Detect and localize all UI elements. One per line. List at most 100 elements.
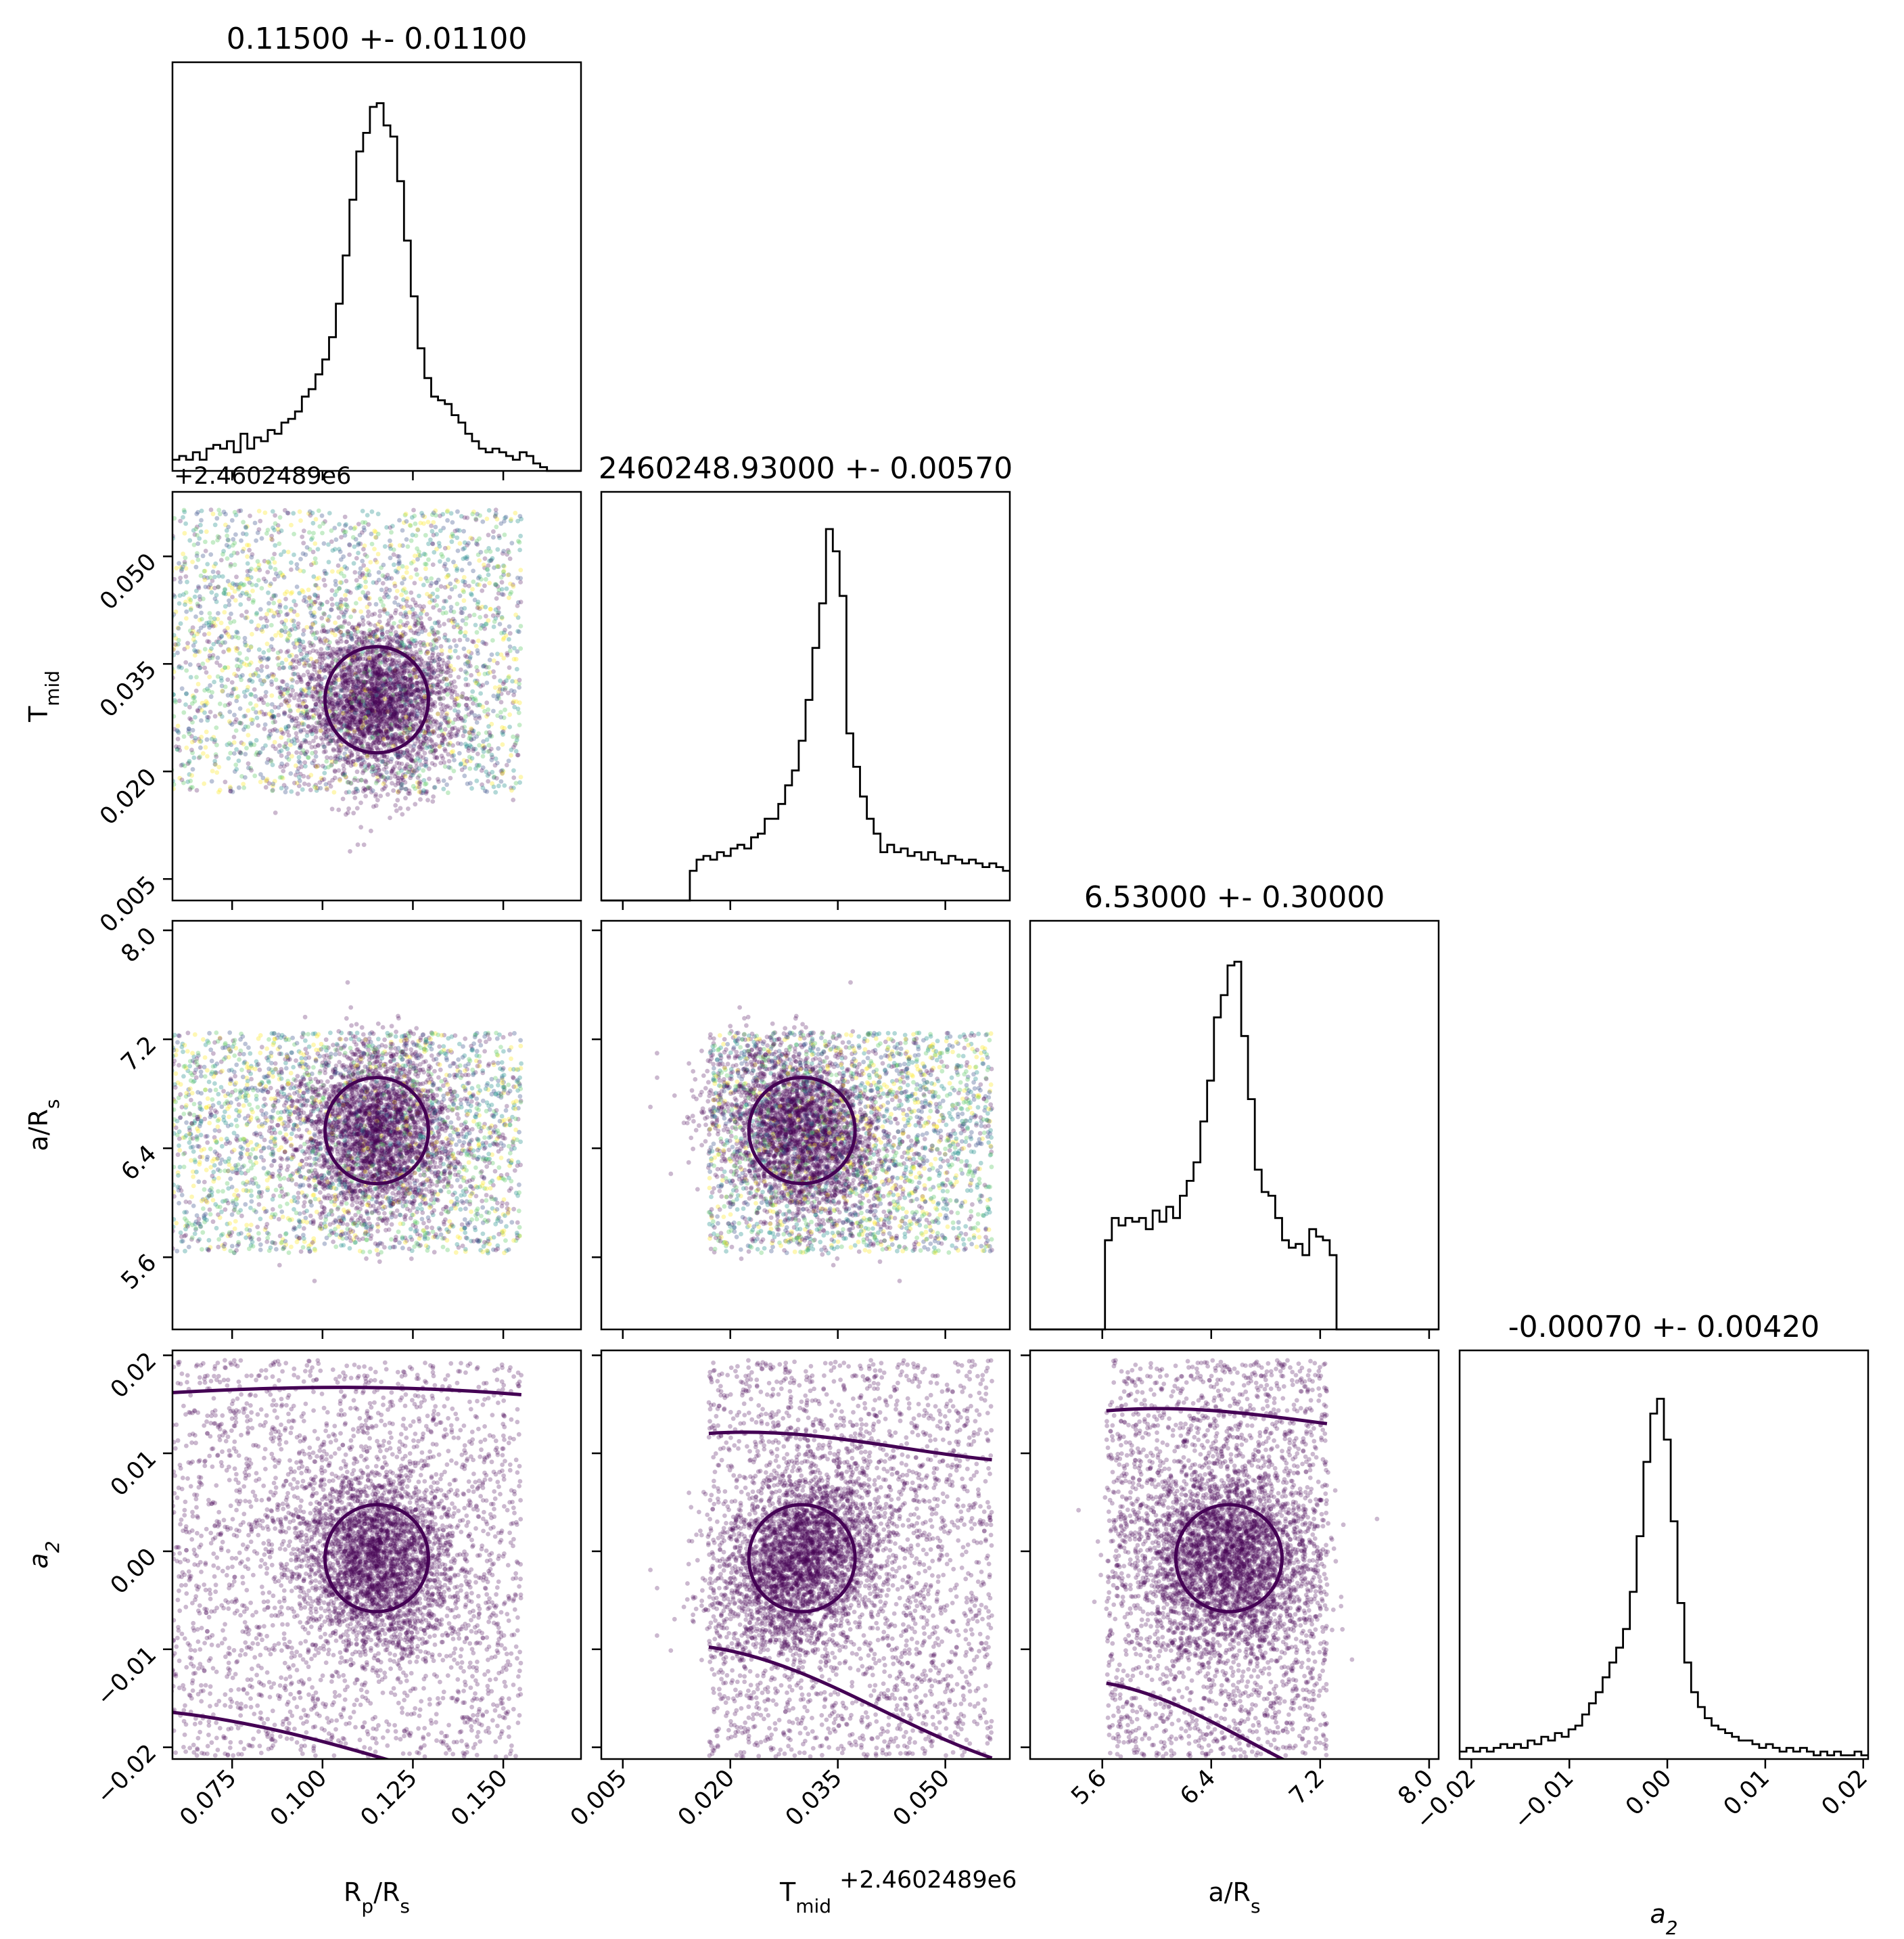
sample-point bbox=[368, 649, 373, 655]
sample-point bbox=[503, 707, 507, 712]
sample-point bbox=[173, 636, 179, 641]
sample-point bbox=[384, 770, 390, 775]
sample-point bbox=[469, 672, 473, 678]
sample-point bbox=[289, 677, 294, 682]
sample-point bbox=[465, 637, 470, 642]
sample-point bbox=[196, 755, 202, 760]
sample-point bbox=[177, 664, 181, 670]
sample-point bbox=[299, 652, 304, 657]
sample-point bbox=[313, 517, 319, 522]
sample-point bbox=[369, 633, 374, 639]
sample-point bbox=[491, 693, 496, 698]
sample-point bbox=[239, 660, 244, 664]
sample-point bbox=[298, 760, 303, 765]
sample-point bbox=[419, 762, 424, 767]
sample-point bbox=[306, 530, 312, 535]
sample-point bbox=[387, 701, 392, 706]
sample-point bbox=[261, 712, 266, 717]
sample-point bbox=[192, 647, 197, 653]
sample-point bbox=[204, 729, 209, 735]
sample-point bbox=[400, 681, 406, 686]
sample-point bbox=[262, 722, 268, 727]
sample-point bbox=[301, 647, 306, 652]
sample-point bbox=[446, 790, 450, 796]
sample-point bbox=[354, 666, 359, 671]
sample-point bbox=[271, 647, 276, 652]
sample-point bbox=[350, 686, 355, 691]
sample-point bbox=[187, 599, 193, 605]
sample-point bbox=[338, 629, 343, 635]
sample-point bbox=[230, 595, 235, 599]
sample-point bbox=[373, 781, 379, 785]
sample-point bbox=[320, 763, 325, 769]
sample-point bbox=[193, 526, 199, 532]
sample-point bbox=[404, 684, 410, 689]
sample-point bbox=[373, 803, 379, 808]
sample-point bbox=[338, 778, 342, 783]
sample-point bbox=[338, 580, 343, 585]
sample-point bbox=[486, 618, 491, 623]
sample-point bbox=[402, 668, 407, 674]
sample-point bbox=[318, 704, 323, 709]
sample-point bbox=[354, 685, 359, 690]
sample-point bbox=[519, 516, 524, 522]
sample-point bbox=[358, 722, 364, 727]
sample-point bbox=[359, 530, 365, 535]
sample-point bbox=[190, 727, 195, 733]
sample-point bbox=[349, 705, 354, 710]
sample-point bbox=[370, 703, 375, 708]
sample-point bbox=[241, 727, 246, 732]
sample-point bbox=[435, 726, 440, 731]
sample-point bbox=[354, 806, 360, 811]
sample-point bbox=[407, 769, 412, 775]
sample-point bbox=[343, 593, 348, 598]
sample-point bbox=[206, 631, 212, 637]
sample-point bbox=[185, 579, 189, 585]
sample-point bbox=[183, 521, 188, 526]
sample-point bbox=[333, 620, 338, 625]
sample-point bbox=[333, 592, 338, 597]
sample-point bbox=[331, 718, 335, 724]
sample-point bbox=[287, 654, 292, 658]
sample-point bbox=[368, 622, 373, 627]
sample-point bbox=[448, 775, 453, 781]
sample-point bbox=[243, 532, 249, 537]
sample-point bbox=[308, 663, 312, 668]
sample-point bbox=[337, 750, 342, 756]
sample-point bbox=[348, 849, 352, 854]
sample-point bbox=[339, 672, 344, 678]
sample-point bbox=[320, 677, 325, 681]
sample-point bbox=[465, 660, 470, 665]
sample-point bbox=[204, 529, 209, 534]
sample-point bbox=[433, 748, 438, 753]
sample-point bbox=[434, 755, 440, 760]
sample-point bbox=[427, 716, 432, 721]
sample-point bbox=[172, 594, 177, 599]
sample-point bbox=[307, 509, 312, 514]
sample-point bbox=[487, 658, 492, 662]
sample-point bbox=[349, 700, 354, 706]
sample-point bbox=[425, 725, 431, 730]
sample-point bbox=[469, 756, 475, 761]
sample-point bbox=[254, 610, 260, 616]
sample-point bbox=[290, 688, 296, 693]
sample-point bbox=[305, 709, 310, 714]
sample-point bbox=[295, 612, 300, 618]
sample-point bbox=[403, 787, 409, 792]
sample-point bbox=[231, 687, 237, 691]
sample-point bbox=[246, 596, 252, 601]
sample-point bbox=[402, 682, 407, 687]
sample-point bbox=[487, 580, 492, 586]
sample-point bbox=[327, 695, 332, 700]
sample-point bbox=[492, 685, 498, 690]
sample-point bbox=[384, 525, 389, 530]
sample-point bbox=[182, 530, 187, 536]
sample-point bbox=[451, 560, 456, 565]
sample-point bbox=[229, 585, 235, 591]
sample-point bbox=[384, 592, 390, 597]
sample-point bbox=[248, 740, 253, 746]
sample-point bbox=[379, 628, 385, 633]
sample-point bbox=[309, 613, 315, 618]
sample-point bbox=[365, 658, 371, 663]
sample-point bbox=[359, 630, 365, 635]
